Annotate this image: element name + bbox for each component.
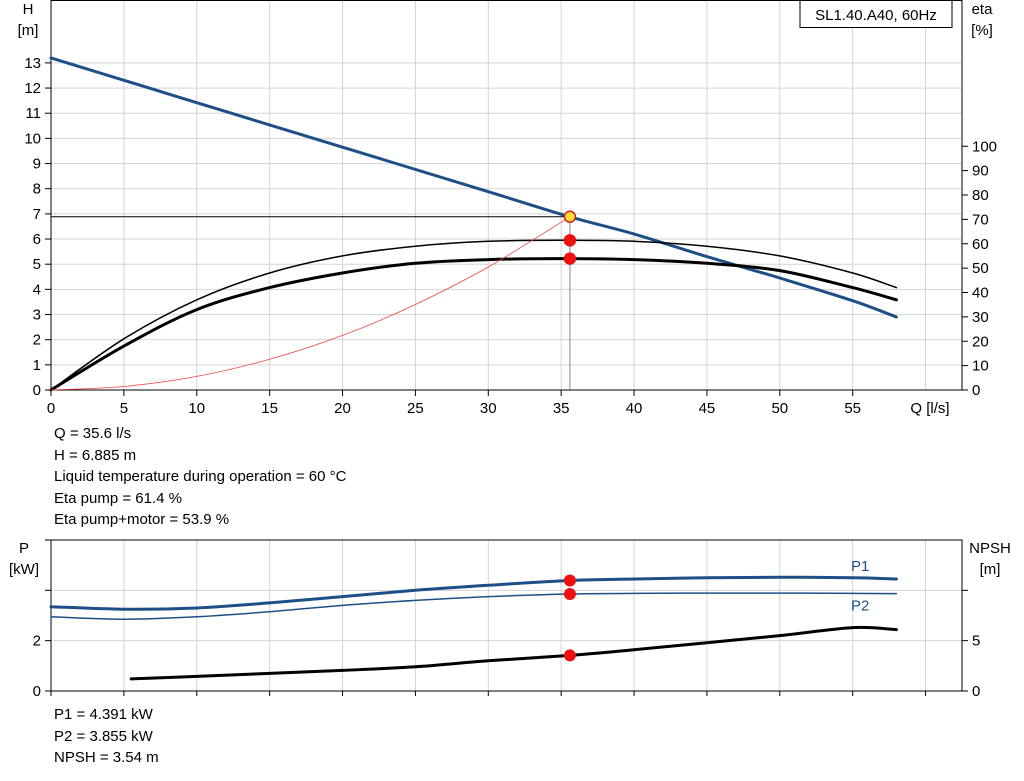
readout-eta-pump: Eta pump = 61.4 % — [54, 489, 182, 507]
y-right-tick-label: 30 — [972, 309, 989, 326]
x-tick-label: 35 — [553, 400, 570, 417]
power-readout: P1 = 4.391 kW P2 = 3.855 kW NPSH = 3.54 … — [54, 704, 159, 769]
duty-point-marker — [563, 210, 577, 224]
y-right-axis-unit: [%] — [971, 22, 993, 39]
readout-p2: P2 = 3.855 kW — [54, 727, 153, 745]
duty-point-readout: Q = 35.6 l/s H = 6.885 m Liquid temperat… — [54, 423, 346, 531]
duty-point-marker — [563, 234, 577, 247]
power-chart-frame — [50, 539, 963, 692]
y-left-tick-label: 10 — [24, 130, 41, 147]
x-tick-label: 0 — [47, 400, 55, 417]
y-left-axis-unit: [m] — [18, 22, 39, 39]
y-right-tick-label: 50 — [972, 260, 989, 277]
npsh-tick-label: 0 — [972, 683, 980, 700]
readout-flow: Q = 35.6 l/s — [54, 425, 132, 442]
npsh-axis-title: NPSH — [969, 540, 1011, 557]
y-right-tick-label: 10 — [972, 358, 989, 375]
p-tick-label: 2 — [33, 633, 41, 650]
p1-curve-label: P1 — [851, 558, 869, 575]
readout-eta-pump-motor: Eta pump+motor = 53.9 % — [54, 511, 230, 528]
p2-curve-label: P2 — [851, 598, 869, 615]
npsh-tick-label: 5 — [972, 633, 980, 650]
chart-title: SL1.40.A40, 60Hz — [815, 7, 937, 24]
y-right-tick-label: 90 — [972, 163, 989, 180]
pump-chart-grid — [51, 0, 962, 390]
y-right-tick-label: 100 — [972, 138, 997, 155]
y-right-tick-label: 60 — [972, 236, 989, 253]
x-tick-label: 15 — [261, 400, 278, 417]
x-tick-label: 30 — [480, 400, 497, 417]
x-tick-label: 55 — [844, 400, 861, 417]
y-left-tick-label: 7 — [33, 206, 41, 223]
p1-curve — [49, 575, 898, 611]
p-axis-unit: [kW] — [9, 561, 39, 578]
x-tick-label: 10 — [188, 400, 205, 417]
pump-chart-frame — [50, 0, 963, 391]
x-tick-label: 45 — [699, 400, 716, 417]
x-tick-label: 5 — [120, 400, 128, 417]
y-left-tick-label: 2 — [33, 332, 41, 349]
y-left-tick-label: 5 — [33, 256, 41, 273]
x-tick-label: 25 — [407, 400, 424, 417]
chart-title-box — [799, 0, 953, 28]
y-right-axis-title: eta — [972, 1, 994, 18]
readout-head: H = 6.885 m — [54, 446, 137, 464]
y-left-tick-label: 6 — [33, 231, 41, 248]
npsh-curve — [129, 625, 898, 681]
y-left-tick-label: 3 — [33, 307, 41, 324]
y-left-tick-label: 0 — [33, 382, 41, 399]
power-chart-axes: 0 2 0 5 P [kW] NPSH [m] — [9, 539, 1011, 700]
eta-pump-curve — [50, 239, 898, 391]
readout-liquid-temperature: Liquid temperature during operation = 60… — [54, 468, 347, 485]
y-left-tick-label: 11 — [25, 105, 41, 122]
npsh-axis-unit: [m] — [980, 561, 1001, 578]
duty-point-marker — [563, 252, 577, 265]
pump-performance-chart: 0 5 10 15 20 25 30 35 40 45 50 55012345678910111213… — [18, 0, 997, 417]
y-left-tick-label: 13 — [24, 55, 41, 72]
y-left-tick-label: 1 — [33, 357, 41, 374]
readout-npsh: NPSH = 3.54 m — [54, 749, 159, 766]
duty-point-marker — [563, 649, 576, 662]
y-right-tick-label: 40 — [972, 285, 989, 302]
system-curve — [50, 216, 571, 391]
x-tick-label: 50 — [771, 400, 788, 417]
x-tick-label: 20 — [334, 400, 351, 417]
x-tick-label: 40 — [626, 400, 643, 417]
eta-total-curve — [49, 257, 898, 392]
p-axis-title: P — [19, 540, 29, 557]
y-left-tick-label: 4 — [33, 281, 41, 298]
pump-chart-axes: 0 5 10 15 20 25 30 35 40 45 50 55012345678910111213… — [18, 0, 997, 417]
duty-point-marker — [563, 587, 576, 600]
y-right-tick-label: 20 — [972, 333, 989, 350]
readout-p1: P1 = 4.391 kW — [54, 706, 153, 723]
head-curve — [49, 56, 898, 319]
y-right-tick-label: 70 — [972, 211, 989, 228]
y-left-tick-label: 9 — [33, 156, 41, 173]
power-chart-grid — [51, 540, 962, 691]
x-axis-title: Q [l/s] — [910, 400, 949, 417]
p2-curve — [50, 592, 898, 621]
y-right-tick-label: 80 — [972, 187, 989, 204]
duty-point-marker — [563, 574, 576, 587]
p-tick-label: 0 — [33, 683, 41, 700]
y-left-tick-label: 12 — [24, 80, 41, 97]
y-left-tick-label: 8 — [33, 181, 41, 198]
y-left-axis-title: H — [23, 1, 34, 18]
y-right-tick-label: 0 — [972, 382, 980, 399]
